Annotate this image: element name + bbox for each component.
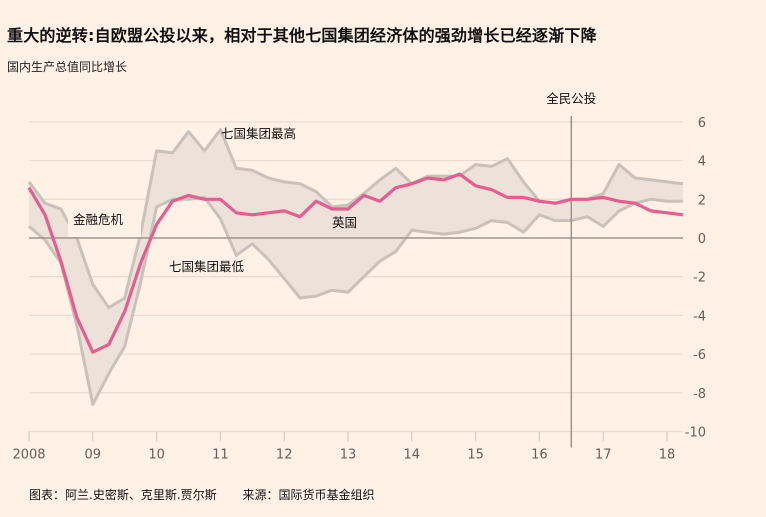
y-axis-subtitle: 国内生产总值同比增长 — [7, 60, 128, 74]
x-tick-label: 13 — [340, 448, 357, 463]
g7-high-label: 七国集团最高 — [221, 126, 296, 141]
uk-label: 英国 — [332, 215, 357, 230]
x-tick-label: 12 — [276, 448, 293, 463]
y-tick-label: 0 — [698, 232, 706, 247]
y-axis: 6 4 2 0 -2 -4 -6 -8 -10 — [685, 116, 706, 441]
x-axis: 2008 09 10 11 12 13 14 15 16 17 18 — [12, 237, 683, 463]
uk-line — [27, 172, 684, 354]
g7-range-band — [27, 128, 684, 406]
y-tick-label: 4 — [698, 155, 706, 170]
x-tick-label: 17 — [595, 448, 612, 463]
x-tick-label: 11 — [212, 448, 229, 463]
y-tick-label: 2 — [698, 193, 706, 208]
financial-crisis-label: 金融危机 — [73, 212, 124, 227]
uk-gdp-line — [27, 172, 684, 354]
x-tick-label: 16 — [531, 448, 548, 463]
y-tick-label: -4 — [693, 309, 706, 324]
referendum-marker: 全民公投 — [546, 91, 596, 448]
x-tick-label: 09 — [85, 448, 102, 463]
x-tick-label: 18 — [659, 448, 676, 463]
y-tick-label: -6 — [693, 348, 706, 363]
g7-low-label: 七国集团最低 — [169, 259, 245, 274]
x-tick-label: 2008 — [12, 448, 45, 463]
y-tick-label: -8 — [693, 387, 706, 402]
x-tick-label: 15 — [467, 448, 484, 463]
x-tick-label: 10 — [148, 448, 165, 463]
g7-low-line — [28, 195, 683, 406]
x-tick-label: 14 — [404, 448, 421, 463]
referendum-label: 全民公投 — [546, 91, 596, 106]
y-tick-label: -10 — [685, 426, 706, 441]
chart-credit: 图表：阿兰.史密斯、克里斯.贾尔斯 — [29, 488, 217, 502]
chart-footer: 图表：阿兰.史密斯、克里斯.贾尔斯 来源：国际货币基金组织 — [29, 486, 374, 503]
chart-title: 重大的逆转:自欧盟公投以来，相对于其他七国集团经济体的强劲增长已经逐渐下降 — [7, 26, 597, 45]
chart-source: 来源：国际货币基金组织 — [242, 488, 375, 502]
y-tick-label: 6 — [698, 116, 706, 131]
y-tick-label: -2 — [693, 271, 706, 286]
